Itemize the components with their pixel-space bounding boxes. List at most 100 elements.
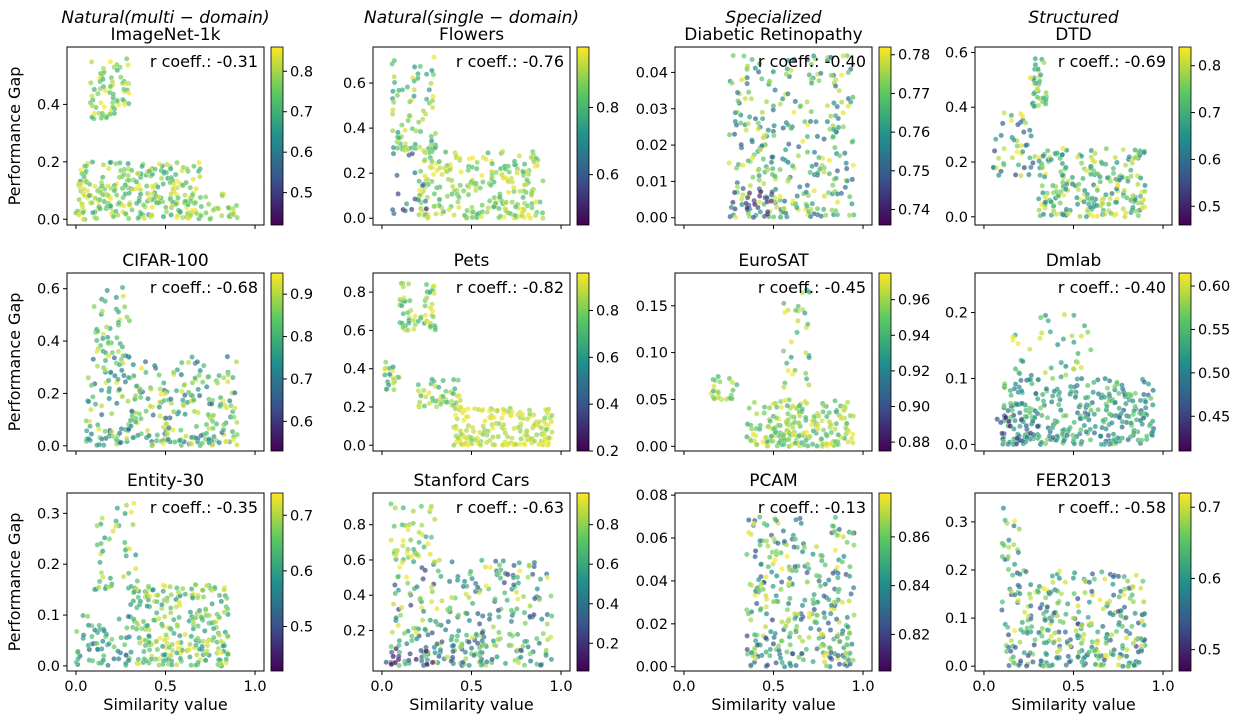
scatter-point — [99, 515, 105, 521]
scatter-point — [759, 115, 766, 122]
scatter-point — [170, 369, 177, 376]
scatter-point — [1055, 600, 1061, 606]
scatter-point — [748, 609, 755, 615]
scatter-point — [810, 551, 816, 557]
colorbar — [271, 273, 283, 451]
scatter-point — [760, 586, 766, 593]
scatter-point — [153, 610, 160, 616]
scatter-point — [527, 658, 534, 664]
scatter-point — [109, 99, 116, 106]
scatter-point — [405, 327, 411, 333]
scatter-point — [1008, 588, 1015, 595]
scatter-point — [190, 176, 196, 182]
y-tick-label: 0.6 — [343, 553, 366, 569]
scatter-point — [113, 518, 119, 524]
scatter-point — [740, 185, 746, 192]
scatter-point — [160, 380, 167, 386]
colorbar-frame — [576, 46, 590, 226]
scatter-point — [429, 104, 436, 111]
scatter-point — [113, 523, 119, 529]
scatter-point — [528, 154, 534, 161]
colorbar-tick-label: 0.8 — [290, 64, 313, 80]
scatter-point — [1001, 110, 1008, 116]
scatter-point — [780, 125, 787, 131]
scatter-point — [1037, 335, 1043, 342]
scatter-point — [531, 559, 538, 566]
scatter-point — [187, 184, 194, 191]
scatter-point — [1012, 417, 1018, 424]
scatter-point — [1084, 382, 1091, 389]
scatter-point — [121, 171, 127, 178]
scatter-point — [1058, 188, 1064, 195]
scatter-point — [100, 65, 107, 71]
scatter-point — [396, 374, 402, 381]
scatter-point — [1034, 395, 1041, 402]
colorbar-tick-label: 0.8 — [596, 518, 619, 534]
scatter-point — [1077, 402, 1084, 408]
scatter-point — [443, 388, 449, 395]
scatter-point — [1023, 663, 1030, 669]
scatter-point — [107, 202, 114, 209]
scatter-point — [149, 204, 155, 210]
scatter-point — [990, 164, 997, 171]
scatter-point — [182, 192, 188, 198]
scatter-point — [755, 576, 762, 583]
scatter-point — [99, 182, 105, 189]
scatter-point — [1048, 156, 1054, 163]
scatter-point — [156, 662, 162, 668]
scatter-point — [1052, 150, 1058, 157]
scatter-point — [849, 530, 855, 536]
scatter-point — [167, 583, 173, 590]
scatter-point — [440, 208, 447, 215]
scatter-point — [548, 593, 554, 599]
scatter-point — [485, 205, 492, 211]
scatter-point — [125, 62, 131, 68]
colorbar — [271, 47, 283, 225]
scatter-point — [838, 190, 845, 197]
colorbar-tick-label: 0.92 — [898, 364, 930, 380]
scatter-point — [806, 610, 813, 616]
scatter-point — [206, 612, 212, 619]
scatter-point — [113, 208, 119, 215]
scatter-point — [422, 198, 429, 204]
scatter-point — [808, 61, 815, 67]
scatter-point — [785, 122, 791, 128]
scatter-point — [428, 534, 435, 541]
scatter-point — [203, 421, 210, 428]
scatter-point — [88, 406, 94, 413]
scatter-points — [381, 280, 555, 449]
scatter-point — [495, 636, 501, 643]
scatter-point — [109, 636, 115, 643]
scatter-point — [1049, 424, 1056, 431]
scatter-point — [194, 635, 201, 642]
scatter-point — [540, 215, 546, 221]
scatter-point — [1092, 647, 1098, 654]
scatter-point — [466, 594, 472, 601]
scatter-point — [429, 659, 436, 666]
scatter-point — [412, 313, 418, 320]
scatter-point — [1135, 649, 1142, 655]
scatter-point — [476, 621, 483, 627]
r-coefficient-label: r coeff.: -0.40 — [1058, 278, 1166, 297]
scatter-point — [107, 195, 114, 202]
colorbar-frame — [878, 272, 892, 452]
scatter-point — [1128, 392, 1134, 399]
scatter-point — [1009, 572, 1016, 578]
y-tick-label: 0.2 — [945, 563, 968, 579]
scatter-point — [424, 215, 431, 221]
scatter-point — [758, 561, 764, 567]
scatter-point — [781, 205, 787, 211]
scatter-point — [744, 74, 751, 81]
scatter-point — [817, 166, 823, 172]
scatter-point — [428, 598, 435, 605]
scatter-point — [1123, 210, 1129, 216]
scatter-point — [190, 626, 197, 632]
scatter-point — [180, 182, 186, 188]
scatter-point — [810, 600, 817, 607]
scatter-point — [442, 149, 449, 155]
scatter-point — [1113, 199, 1120, 206]
scatter-point — [520, 169, 527, 175]
scatter-point — [1055, 193, 1061, 199]
scatter-point — [146, 195, 152, 202]
